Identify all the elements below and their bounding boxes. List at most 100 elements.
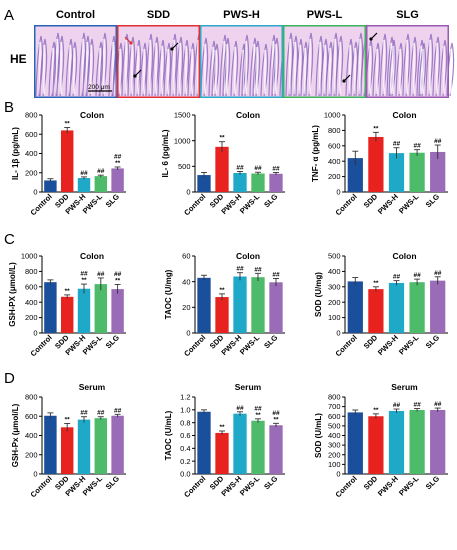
x-tick-label: SDD	[362, 474, 380, 492]
y-tick-label: 200	[25, 450, 38, 459]
bar-pws-l	[409, 282, 425, 333]
bar-sdd	[60, 427, 74, 474]
panel-label-d: D	[4, 370, 15, 387]
chart-title: Colon	[236, 251, 260, 261]
y-tick-label: 600	[25, 282, 38, 291]
y-tick-label: 800	[328, 393, 341, 402]
bar-sdd	[215, 432, 229, 474]
y-tick-label: 800	[25, 393, 38, 402]
bar-slg	[111, 168, 124, 192]
significance-mark: **	[81, 277, 87, 284]
y-tick-label: 1.0	[180, 405, 190, 414]
bar-control	[347, 158, 363, 192]
bar-pws-h	[233, 276, 247, 333]
y-axis-label: TAOC (U/mL)	[164, 410, 173, 460]
bar-slg	[430, 409, 446, 474]
he-image-control	[34, 25, 121, 98]
y-tick-label: 400	[25, 431, 38, 440]
y-tick-label: 100	[328, 460, 341, 469]
x-tick-label: PWS-H	[219, 333, 243, 357]
chart-title: Serum	[79, 382, 106, 392]
significance-mark: ##	[236, 164, 244, 171]
bar-control	[347, 412, 363, 474]
significance-mark: **	[373, 280, 379, 287]
chart-title: Colon	[392, 251, 416, 261]
y-axis-label: TAOC (U/mg)	[164, 269, 173, 319]
bar-control	[197, 175, 211, 192]
y-tick-label: 0.0	[180, 470, 190, 479]
y-tick-label: 20	[182, 303, 190, 312]
significance-mark: ##	[254, 266, 262, 273]
y-tick-label: 1.2	[180, 393, 190, 402]
annotation-arrow	[133, 69, 142, 78]
significance-mark: ##	[114, 153, 122, 160]
bar-sdd	[215, 297, 229, 333]
significance-mark: ##	[114, 407, 122, 414]
significance-mark: ##	[434, 138, 442, 145]
y-tick-label: 800	[25, 111, 38, 120]
bar-pws-h	[388, 410, 405, 474]
panel-label-c: C	[4, 231, 15, 248]
significance-mark: **	[65, 416, 71, 423]
y-tick-label: 200	[328, 172, 341, 181]
significance-mark: ##	[97, 410, 105, 417]
y-tick-label: 0	[336, 329, 340, 338]
significance-mark: **	[219, 424, 225, 431]
y-tick-label: 0	[186, 329, 190, 338]
chart-title: Serum	[391, 382, 418, 392]
y-tick-label: 800	[328, 126, 341, 135]
y-tick-label: 0	[33, 329, 37, 338]
y-tick-label: 0.8	[180, 418, 190, 427]
x-tick-label: PWS-H	[219, 474, 243, 498]
bar-control	[44, 282, 57, 333]
y-axis-label: GSH-PX (μmol/L)	[8, 262, 17, 327]
annotation-arrow	[170, 42, 179, 51]
bar-sdd	[368, 289, 384, 333]
bar-pws-l	[409, 409, 425, 474]
significance-mark: ##	[393, 402, 401, 409]
x-tick-label: SLG	[262, 192, 279, 209]
x-tick-label: PWS-H	[376, 474, 400, 498]
y-tick-label: 0	[336, 470, 340, 479]
y-axis-label: IL- 1β (pg/mL)	[11, 127, 20, 180]
bar-pws-h	[388, 153, 405, 192]
significance-mark: **	[255, 412, 261, 419]
y-tick-label: 500	[178, 162, 191, 171]
chart-title: Colon	[392, 110, 416, 120]
y-tick-label: 300	[328, 441, 341, 450]
bar-sdd	[215, 146, 229, 192]
x-tick-label: PWS-H	[376, 192, 400, 216]
significance-mark: ##	[236, 405, 244, 412]
bar-pws-l	[251, 173, 265, 192]
x-tick-label: SDD	[362, 333, 380, 351]
y-tick-label: 600	[25, 412, 38, 421]
significance-mark: ##	[393, 274, 401, 281]
histology-title-sdd: SDD	[147, 9, 170, 21]
he-image-pws-l	[283, 25, 369, 98]
y-tick-label: 300	[328, 282, 341, 291]
bar-pws-h	[77, 419, 91, 474]
bar-pws-h	[233, 173, 247, 192]
significance-mark: ##	[272, 271, 280, 278]
significance-mark: ##	[236, 266, 244, 273]
y-tick-label: 1000	[324, 111, 341, 120]
y-tick-label: 500	[328, 421, 341, 430]
significance-mark: ##	[413, 272, 421, 279]
y-tick-label: 600	[25, 130, 38, 139]
y-tick-label: 700	[328, 402, 341, 411]
y-tick-label: 400	[25, 298, 38, 307]
significance-mark: ##	[413, 143, 421, 150]
y-tick-label: 600	[328, 412, 341, 421]
y-axis-label: SOD (U/mL)	[314, 413, 323, 458]
bar-pws-h	[388, 282, 405, 333]
annotation-arrow	[342, 74, 351, 83]
x-tick-label: PWS-H	[376, 333, 400, 357]
x-tick-label: PWS-L	[397, 333, 421, 357]
significance-mark: **	[373, 125, 379, 132]
bar-sdd	[368, 136, 384, 192]
